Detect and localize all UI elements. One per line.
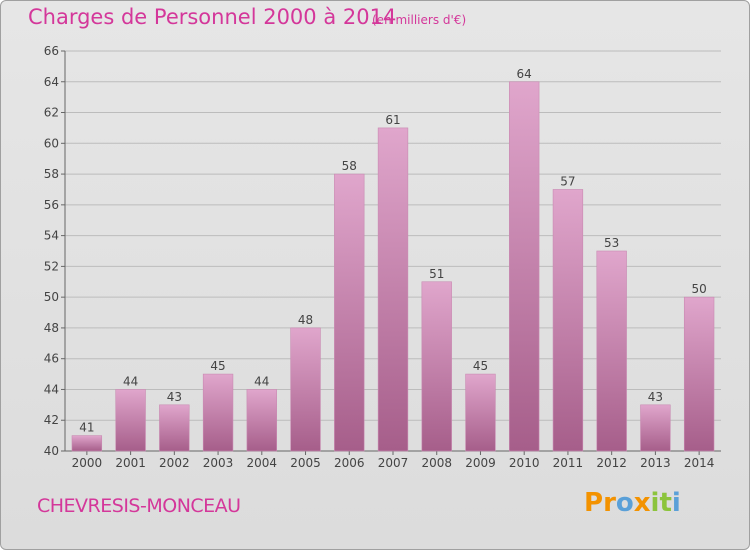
x-tick-label: 2006 [334, 456, 365, 470]
bar-value-label: 51 [429, 267, 444, 281]
logo-letter: r [603, 488, 616, 518]
bar [683, 296, 715, 452]
x-tick-label: 2000 [72, 456, 103, 470]
x-tick-label: 2004 [247, 456, 278, 470]
bar [115, 389, 146, 452]
x-tick-label: 2014 [684, 456, 715, 470]
y-tick-label: 62 [44, 106, 59, 120]
y-tick-label: 64 [44, 75, 59, 89]
x-tick-label: 2003 [203, 456, 234, 470]
bar [377, 127, 409, 452]
bar-value-label: 43 [648, 390, 663, 404]
x-tick-label: 2001 [115, 456, 146, 470]
bar-value-label: 50 [691, 282, 706, 296]
bar-value-label: 57 [560, 174, 575, 188]
x-tick-label: 2005 [290, 456, 321, 470]
chart-subtitle: (en milliers d'€) [372, 13, 467, 27]
bar [71, 435, 103, 452]
bar-value-label: 61 [385, 113, 400, 127]
bar-value-label: 48 [298, 313, 313, 327]
y-tick-label: 50 [44, 290, 59, 304]
bar [465, 373, 496, 452]
bar-value-label: 44 [254, 374, 269, 388]
y-tick-label: 60 [44, 136, 59, 150]
x-tick-label: 2012 [596, 456, 627, 470]
bar [334, 173, 365, 452]
proxiti-logo[interactable]: Proxiti [584, 488, 681, 518]
y-tick-label: 44 [44, 382, 59, 396]
bar [509, 81, 540, 452]
bar-value-label: 44 [123, 374, 138, 388]
logo-letter: t [659, 488, 672, 518]
chart-title: Charges de Personnel 2000 à 2014 [28, 5, 397, 29]
bar-value-label: 53 [604, 236, 619, 250]
y-tick-label: 56 [44, 198, 59, 212]
x-tick-label: 2007 [378, 456, 409, 470]
y-tick-label: 48 [44, 321, 59, 335]
y-tick-label: 66 [44, 44, 59, 58]
logo-letter: i [671, 488, 681, 518]
bars [71, 81, 715, 452]
x-tick-label: 2011 [553, 456, 584, 470]
x-tick-label: 2009 [465, 456, 496, 470]
logo-letter: i [650, 488, 660, 518]
logo-letter: P [584, 488, 604, 518]
x-tick-label: 2013 [640, 456, 671, 470]
x-tick-label: 2008 [421, 456, 452, 470]
bar-value-label: 64 [517, 67, 532, 81]
logo-letter: x [633, 488, 651, 518]
bar-value-label: 43 [167, 390, 182, 404]
bar [596, 250, 627, 452]
x-tick-label: 2010 [509, 456, 540, 470]
bar [290, 327, 321, 452]
labels: 40 42 44 46 48 50 52 54 56 58 60 62 64 66 41 2000 44 2001… [44, 44, 715, 470]
y-tick-label: 42 [44, 413, 59, 427]
bar-value-label: 58 [342, 159, 357, 173]
bar-value-label: 45 [210, 359, 225, 373]
bar [640, 404, 671, 452]
y-tick-label: 54 [44, 229, 59, 243]
place-name: CHEVRESIS-MONCEAU [37, 495, 241, 517]
y-tick-label: 46 [44, 352, 59, 366]
y-tick-label: 40 [44, 444, 59, 458]
bar [246, 389, 277, 452]
logo-letter: o [615, 488, 634, 518]
bar-value-label: 45 [473, 359, 488, 373]
bar [421, 281, 452, 452]
bar [202, 373, 234, 452]
y-tick-label: 58 [44, 167, 59, 181]
bar [159, 404, 190, 452]
y-tick-label: 52 [44, 259, 59, 273]
x-tick-label: 2002 [159, 456, 190, 470]
bar [552, 189, 584, 452]
bar-value-label: 41 [79, 421, 94, 435]
